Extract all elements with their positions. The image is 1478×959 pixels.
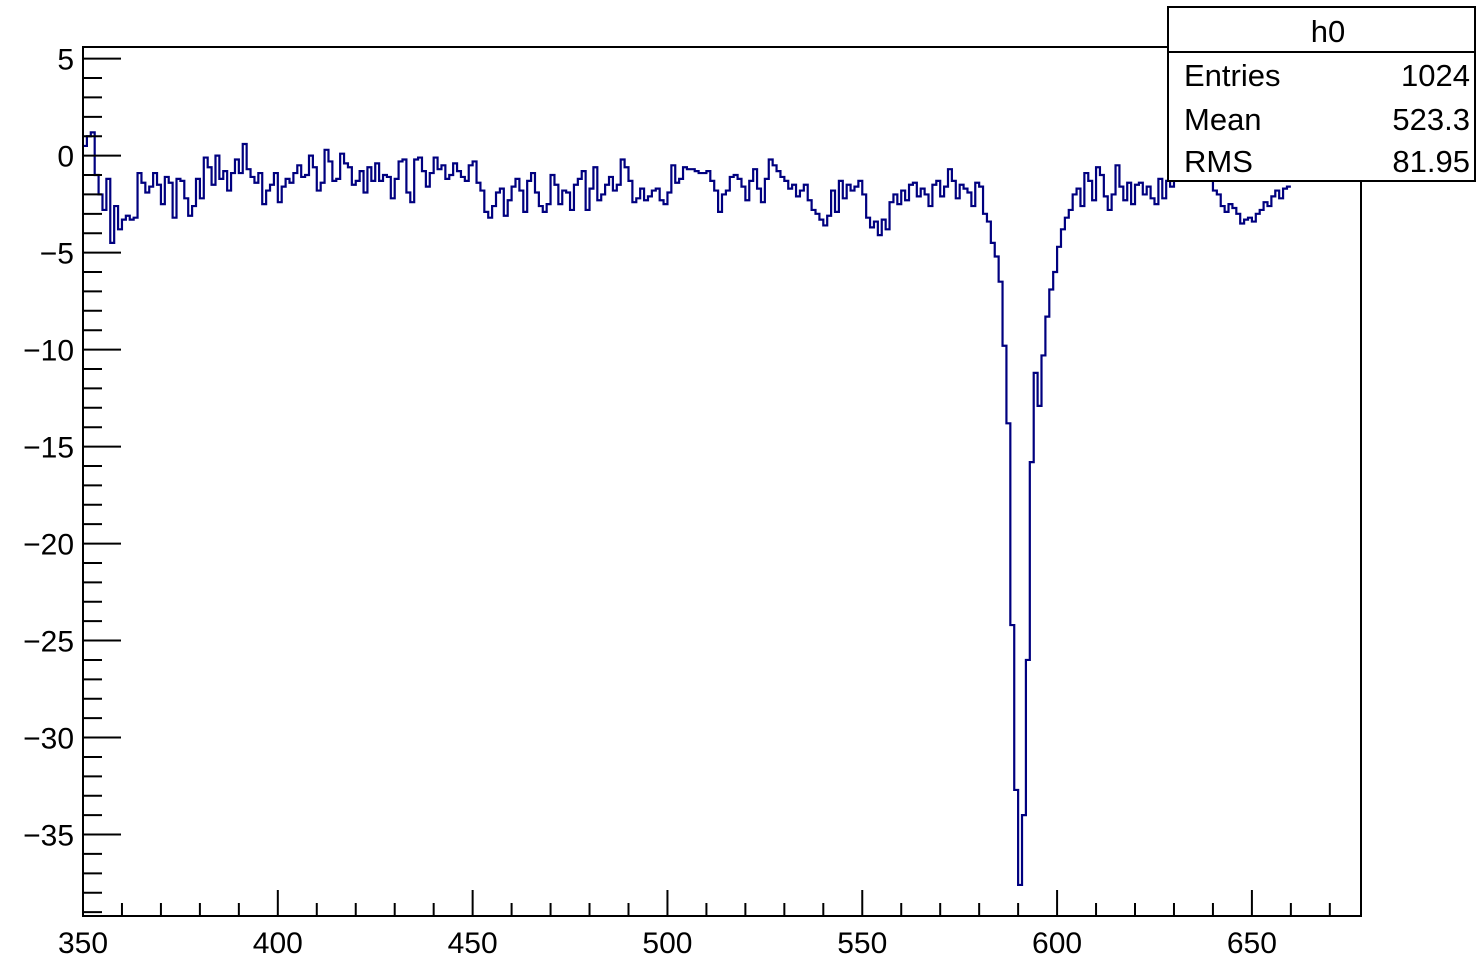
y-tick-label: −30: [23, 723, 74, 756]
y-tick-label: 0: [57, 141, 74, 174]
y-tick-label: −5: [40, 238, 74, 271]
x-tick-label: 350: [58, 927, 108, 959]
stats-value-mean: 523.3: [1392, 102, 1470, 137]
stats-box: h0 Entries 1024 Mean 523.3 RMS 81.95: [1167, 6, 1476, 182]
marks-layer: [83, 131, 1291, 887]
x-tick-label: 600: [1032, 927, 1082, 959]
y-tick-label: −15: [23, 432, 74, 465]
x-tick-label: 400: [253, 927, 303, 959]
stats-value-rms: 81.95: [1392, 144, 1470, 179]
x-tick-label: 500: [642, 927, 692, 959]
y-tick-label: 5: [57, 44, 74, 77]
ticks-layer: 350 400 450 500 550 600 650 5 0 −5 −10 −15 −20 −25 −30…: [23, 44, 1331, 959]
stats-box-frame: [1167, 6, 1476, 182]
x-tick-label: 650: [1227, 927, 1277, 959]
series-line-h0: [83, 131, 1291, 887]
y-tick-label: −35: [23, 820, 74, 853]
y-tick-label: −20: [23, 529, 74, 562]
stats-label-entries: Entries: [1184, 58, 1280, 93]
stats-label-mean: Mean: [1184, 102, 1262, 137]
x-tick-label: 450: [448, 927, 498, 959]
plot-frame: [82, 46, 1362, 917]
y-tick-label: −10: [23, 335, 74, 368]
stats-box-title: h0: [1311, 14, 1345, 49]
stats-value-entries: 1024: [1401, 58, 1470, 93]
x-tick-label: 550: [837, 927, 887, 959]
y-tick-label: −25: [23, 626, 74, 659]
stats-label-rms: RMS: [1184, 144, 1253, 179]
